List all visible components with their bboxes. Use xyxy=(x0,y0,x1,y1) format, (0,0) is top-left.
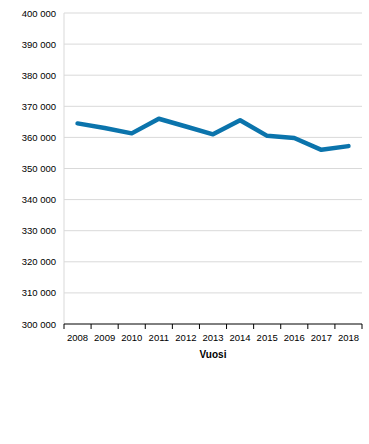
x-tick xyxy=(172,324,173,329)
x-tick xyxy=(334,324,335,329)
grid-line xyxy=(64,199,362,200)
y-tick-label: 400 000 xyxy=(22,8,56,19)
chart: 300 000 310 000 320 000 330 000 340 000 350 0… xyxy=(0,0,369,444)
x-tick xyxy=(307,324,308,329)
y-tick-label: 390 000 xyxy=(22,39,56,50)
x-tick-label: 2010 xyxy=(121,332,142,343)
line xyxy=(78,119,349,150)
grid-line xyxy=(64,137,362,138)
x-tick-label: 2011 xyxy=(149,332,169,343)
x-tick xyxy=(91,324,92,329)
grid-line xyxy=(64,230,362,231)
grid-line xyxy=(64,44,362,45)
plot-area xyxy=(78,119,349,150)
x-axis xyxy=(64,324,362,325)
x-tick xyxy=(118,324,119,329)
y-tick-label: 340 000 xyxy=(22,194,56,205)
x-tick-label: 2018 xyxy=(338,332,359,343)
x-tick xyxy=(362,324,363,329)
x-axis-label: Vuosi xyxy=(200,349,227,360)
x-tick-label: 2014 xyxy=(230,332,251,343)
grid-line xyxy=(64,292,362,293)
x-tick xyxy=(199,324,200,329)
y-tick-label: 320 000 xyxy=(22,256,56,267)
x-tick xyxy=(226,324,227,329)
y-tick-label: 330 000 xyxy=(22,225,56,236)
grid-line xyxy=(64,106,362,107)
x-tick-label: 2015 xyxy=(257,332,278,343)
y-tick-label: 360 000 xyxy=(22,132,56,143)
grid-line xyxy=(64,13,362,14)
x-tick-label: 2017 xyxy=(311,332,332,343)
x-tick xyxy=(280,324,281,329)
x-tick-label: 2016 xyxy=(284,332,305,343)
x-tick-label: 2012 xyxy=(175,332,196,343)
y-axis xyxy=(64,13,65,324)
grid-line xyxy=(64,168,362,169)
x-tick xyxy=(253,324,254,329)
y-tick-label: 310 000 xyxy=(22,287,56,298)
y-tick-label: 300 000 xyxy=(22,319,56,330)
y-tick-label: 370 000 xyxy=(22,101,56,112)
x-tick xyxy=(64,324,65,329)
x-tick-label: 2013 xyxy=(202,332,223,343)
y-tick-label: 380 000 xyxy=(22,70,56,81)
grid-line xyxy=(64,261,362,262)
x-tick xyxy=(145,324,146,329)
x-tick-label: 2008 xyxy=(67,332,88,343)
grid-line xyxy=(64,75,362,76)
x-tick-label: 2009 xyxy=(94,332,115,343)
y-tick-label: 350 000 xyxy=(22,163,56,174)
